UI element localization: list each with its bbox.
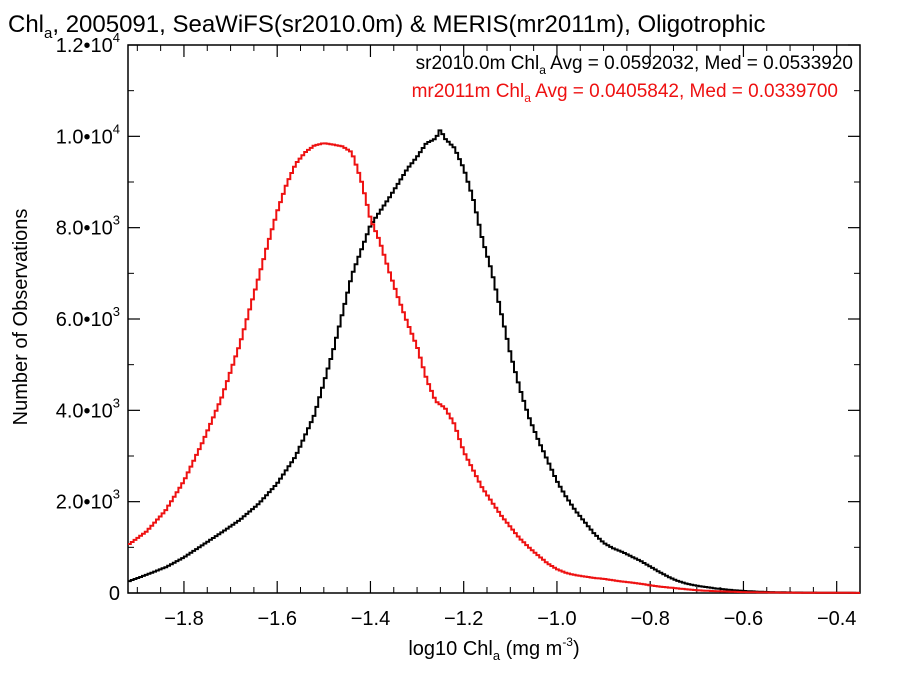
y-tick-label-base: 1.0•10: [56, 126, 113, 148]
y-tick-label-base: 2.0•10: [56, 492, 113, 514]
legend-entry-1-subscript: a: [539, 63, 546, 77]
y-tick-label-base: 1.2•10: [56, 35, 113, 57]
series-line-1: [128, 129, 860, 594]
y-tick-label-base: 8.0•10: [56, 218, 113, 240]
y-tick-label-exponent: 3: [113, 213, 120, 228]
y-tick-label-exponent: 3: [113, 395, 120, 410]
y-tick-label-exponent: 3: [113, 304, 120, 319]
y-tick-label: 6.0•103: [56, 304, 120, 331]
x-tick-label: −1.0: [537, 608, 576, 630]
x-tick-label: −1.2: [444, 608, 483, 630]
x-tick-label: −1.8: [164, 608, 203, 630]
y-tick-label-base: 6.0•10: [56, 309, 113, 331]
chart-title-main: Chl: [8, 11, 44, 38]
chart-title: Chla, 2005091, SeaWiFS(sr2010.0m) & MERI…: [8, 11, 766, 42]
legend: sr2010.0m Chla Avg = 0.0592032, Med = 0.…: [412, 53, 853, 105]
x-axis-label-main: log10 Chl: [408, 638, 493, 660]
x-tick-label: −0.4: [817, 608, 856, 630]
y-axis-label: Number of Observations: [10, 209, 32, 426]
plot-frame: [127, 44, 861, 594]
plot-area: [127, 44, 861, 594]
x-axis: −1.8 −1.6 −1.4 −1.2 −1.0 −0.8 −0.6 −0.4: [136, 45, 861, 630]
legend-entry-1-stats: Avg = 0.0592032, Med = 0.0533920: [546, 53, 853, 74]
x-axis-label: log10 Chla (mg m-3): [408, 635, 579, 663]
y-tick-label: 8.0•103: [56, 213, 120, 240]
y-axis: 02.0•1034.0•1036.0•1038.0•1031.0•1041.2•…: [56, 30, 860, 605]
chart-title-rest: , 2005091, SeaWiFS(sr2010.0m) & MERIS(mr…: [52, 11, 765, 38]
x-axis-label-unit: (mg m: [500, 638, 562, 660]
legend-entry-2-stats: Avg = 0.0405842, Med = 0.0339700: [531, 81, 838, 102]
series-layer: [128, 129, 860, 594]
x-tick-label: −1.4: [351, 608, 390, 630]
y-tick-label: 4.0•103: [56, 395, 120, 422]
y-tick-label: 1.0•104: [56, 121, 120, 148]
legend-entry-1-label: sr2010.0m Chl: [416, 53, 540, 74]
y-tick-label-exponent: 4: [113, 121, 120, 136]
legend-entry-1: sr2010.0m Chla Avg = 0.0592032, Med = 0.…: [416, 53, 853, 77]
x-tick-label: −0.8: [630, 608, 669, 630]
y-tick-label-base: 4.0•10: [56, 400, 113, 422]
y-tick-label-exponent: 4: [113, 30, 120, 45]
y-tick-label-base: 0: [109, 583, 120, 605]
x-tick-label: −1.6: [257, 608, 296, 630]
y-tick-label-exponent: 3: [113, 487, 120, 502]
series-line-2: [128, 142, 860, 594]
legend-entry-2: mr2011m Chla Avg = 0.0405842, Med = 0.03…: [412, 81, 838, 105]
legend-entry-2-subscript: a: [524, 91, 531, 105]
chart-title-subscript: a: [44, 25, 53, 42]
y-tick-label: 1.2•104: [56, 30, 120, 57]
y-tick-label: 2.0•103: [56, 487, 120, 514]
y-tick-label: 0: [109, 583, 120, 605]
x-axis-label-close: ): [573, 638, 580, 660]
x-tick-label: −0.6: [724, 608, 763, 630]
x-axis-label-subscript: a: [493, 648, 501, 663]
legend-entry-2-label: mr2011m Chl: [412, 81, 525, 102]
x-axis-label-superscript: -3: [562, 635, 573, 649]
